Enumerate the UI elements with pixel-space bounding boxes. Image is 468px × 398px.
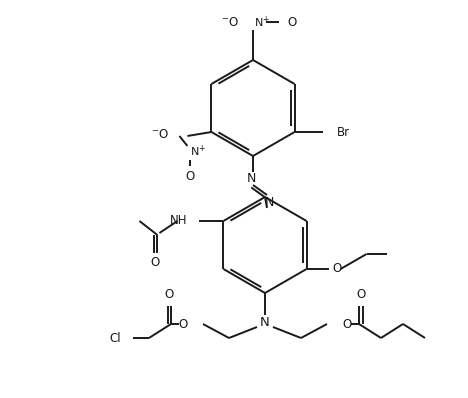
Text: O: O xyxy=(333,263,342,275)
Text: Cl: Cl xyxy=(110,332,121,345)
Text: $^{-}$O: $^{-}$O xyxy=(221,16,239,29)
Text: O: O xyxy=(179,318,188,330)
Text: O: O xyxy=(342,318,351,330)
Text: N$^{+}$: N$^{+}$ xyxy=(254,14,270,29)
Text: O: O xyxy=(164,289,174,302)
Text: Br: Br xyxy=(336,125,350,139)
Text: O: O xyxy=(356,289,366,302)
Text: O: O xyxy=(186,170,195,183)
Text: $^{-}$O: $^{-}$O xyxy=(152,127,169,140)
Text: N: N xyxy=(246,172,256,185)
Text: N$^{+}$: N$^{+}$ xyxy=(190,143,206,159)
Text: N: N xyxy=(264,195,274,209)
Text: N: N xyxy=(260,316,270,330)
Text: NH: NH xyxy=(170,215,187,228)
Text: O: O xyxy=(287,16,296,29)
Text: O: O xyxy=(151,256,160,269)
